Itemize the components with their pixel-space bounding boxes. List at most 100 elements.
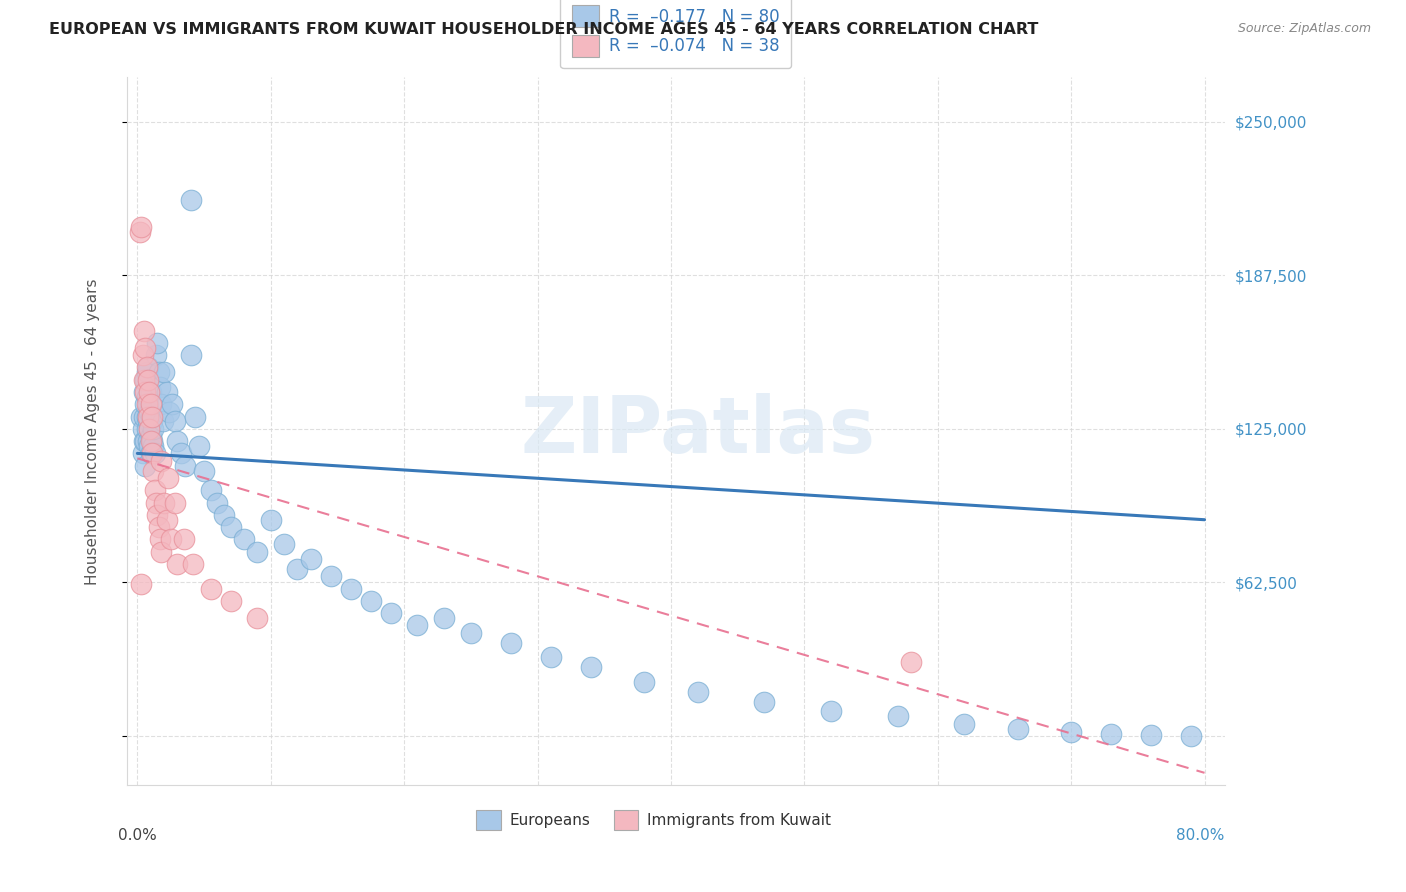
- Point: [136, 414, 159, 428]
- Point: [579, 660, 602, 674]
- Text: 0.0%: 0.0%: [118, 828, 156, 843]
- Point: [135, 409, 157, 424]
- Point: [180, 348, 202, 362]
- Point: [135, 360, 157, 375]
- Point: [153, 495, 176, 509]
- Point: [754, 695, 776, 709]
- Point: [131, 446, 153, 460]
- Point: [138, 422, 160, 436]
- Point: [219, 594, 242, 608]
- Point: [193, 464, 215, 478]
- Point: [163, 495, 186, 509]
- Point: [1180, 729, 1202, 743]
- Point: [149, 380, 172, 394]
- Point: [246, 544, 269, 558]
- Legend: Europeans, Immigrants from Kuwait: Europeans, Immigrants from Kuwait: [468, 803, 839, 838]
- Point: [180, 194, 202, 208]
- Point: [406, 618, 429, 632]
- Point: [139, 434, 162, 449]
- Point: [1060, 725, 1083, 739]
- Point: [138, 384, 160, 399]
- Point: [142, 464, 165, 478]
- Point: [953, 716, 976, 731]
- Point: [166, 434, 188, 449]
- Point: [145, 348, 167, 362]
- Point: [1140, 728, 1163, 742]
- Text: Source: ZipAtlas.com: Source: ZipAtlas.com: [1237, 22, 1371, 36]
- Point: [138, 439, 160, 453]
- Point: [156, 384, 179, 399]
- Y-axis label: Householder Income Ages 45 - 64 years: Householder Income Ages 45 - 64 years: [86, 278, 100, 584]
- Point: [134, 341, 156, 355]
- Point: [219, 520, 242, 534]
- Point: [136, 360, 159, 375]
- Text: ZIPatlas: ZIPatlas: [520, 393, 875, 469]
- Point: [380, 606, 402, 620]
- Point: [143, 446, 166, 460]
- Point: [141, 446, 163, 460]
- Point: [200, 483, 222, 498]
- Point: [138, 404, 160, 418]
- Point: [139, 397, 162, 411]
- Point: [136, 373, 159, 387]
- Point: [139, 429, 162, 443]
- Point: [142, 422, 165, 436]
- Point: [141, 414, 163, 428]
- Point: [131, 220, 153, 235]
- Point: [433, 611, 456, 625]
- Point: [287, 562, 309, 576]
- Point: [183, 409, 205, 424]
- Point: [149, 533, 172, 547]
- Point: [200, 582, 222, 596]
- Point: [260, 513, 283, 527]
- Point: [159, 533, 181, 547]
- Point: [150, 397, 173, 411]
- Point: [150, 544, 173, 558]
- Point: [212, 508, 235, 522]
- Point: [131, 409, 153, 424]
- Point: [360, 594, 382, 608]
- Point: [273, 537, 295, 551]
- Point: [139, 384, 162, 399]
- Point: [157, 471, 180, 485]
- Point: [152, 414, 174, 428]
- Point: [153, 365, 176, 379]
- Point: [319, 569, 342, 583]
- Point: [166, 557, 188, 571]
- Point: [131, 422, 153, 436]
- Point: [132, 409, 155, 424]
- Point: [136, 434, 159, 449]
- Point: [148, 520, 170, 534]
- Point: [141, 409, 163, 424]
- Point: [131, 348, 153, 362]
- Point: [129, 225, 152, 239]
- Point: [150, 454, 173, 468]
- Text: 80.0%: 80.0%: [1177, 828, 1225, 843]
- Point: [160, 397, 183, 411]
- Point: [134, 384, 156, 399]
- Point: [132, 434, 155, 449]
- Point: [820, 705, 842, 719]
- Point: [183, 557, 205, 571]
- Point: [900, 655, 922, 669]
- Point: [132, 324, 155, 338]
- Point: [131, 576, 153, 591]
- Point: [460, 625, 482, 640]
- Point: [1007, 722, 1029, 736]
- Point: [156, 513, 179, 527]
- Point: [145, 495, 167, 509]
- Point: [134, 434, 156, 449]
- Point: [540, 650, 562, 665]
- Point: [132, 373, 155, 387]
- Point: [157, 404, 180, 418]
- Point: [136, 409, 159, 424]
- Point: [146, 508, 169, 522]
- Point: [141, 434, 163, 449]
- Point: [134, 458, 156, 473]
- Point: [339, 582, 361, 596]
- Point: [143, 483, 166, 498]
- Text: EUROPEAN VS IMMIGRANTS FROM KUWAIT HOUSEHOLDER INCOME AGES 45 - 64 YEARS CORRELA: EUROPEAN VS IMMIGRANTS FROM KUWAIT HOUSE…: [49, 22, 1039, 37]
- Point: [138, 422, 160, 436]
- Point: [886, 709, 908, 723]
- Point: [135, 397, 157, 411]
